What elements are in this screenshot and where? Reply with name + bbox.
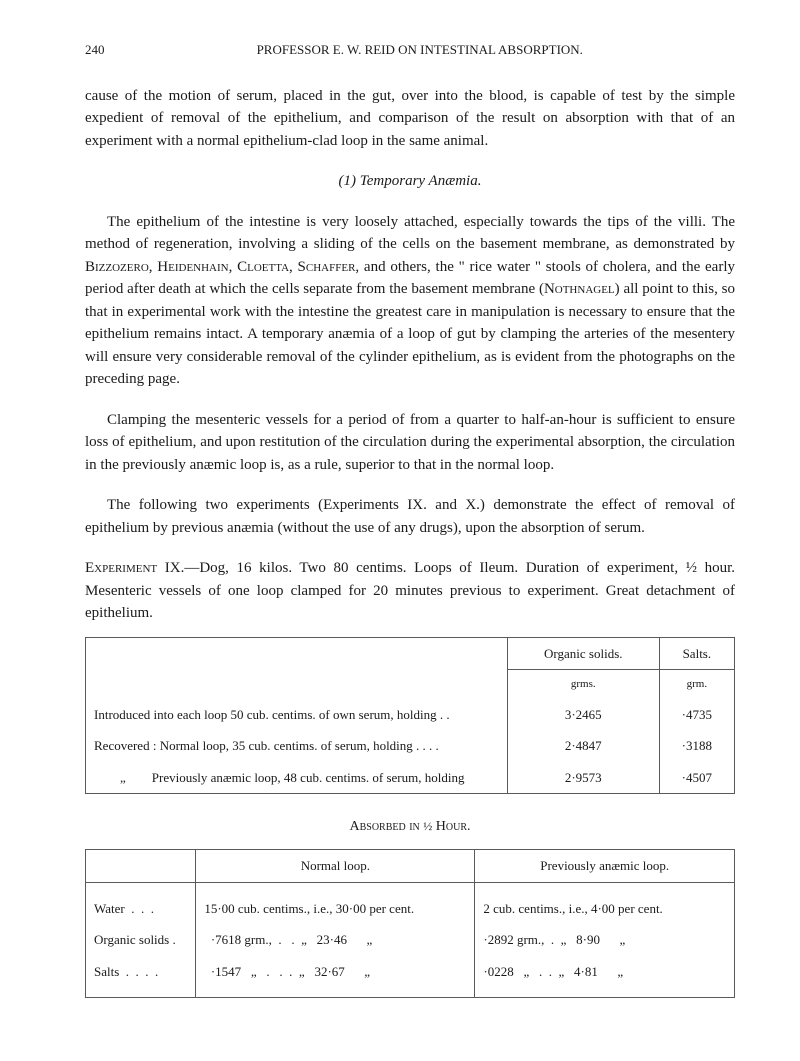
table-cell: ·2892 grm., . „ 8·90 „ [475, 924, 735, 956]
table-header-row: Normal loop. Previously anæmic loop. [86, 850, 735, 883]
table-header-empty [86, 850, 196, 883]
table-cell: 2·4847 [507, 730, 659, 762]
table-cell: 2·9573 [507, 762, 659, 794]
page-header: 240 PROFESSOR E. W. REID ON INTESTINAL A… [85, 40, 735, 60]
table-cell: ·7618 grm., . . „ 23·46 „ [196, 924, 475, 956]
table-cell: ·4735 [659, 699, 734, 731]
table-cell: 15·00 cub. centims., i.e., 30·00 per cen… [196, 882, 475, 924]
table-header: Salts. [659, 637, 734, 670]
table-row: Salts . . . . ·1547 „ . . . „ 32·67 „ ·0… [86, 956, 735, 998]
experiment-heading: Experiment IX.—Dog, 16 kilos. Two 80 cen… [85, 557, 735, 625]
fraction: ½ [423, 819, 432, 833]
table-caption: Absorbed in ½ Hour. [85, 816, 735, 837]
table-row: Introduced into each loop 50 cub. centim… [86, 699, 735, 731]
experiment-table-2: Normal loop. Previously anæmic loop. Wat… [85, 849, 735, 998]
table-cell [86, 670, 508, 699]
table-unit-row: grms. grm. [86, 670, 735, 699]
table-row: Organic solids . ·7618 grm., . . „ 23·46… [86, 924, 735, 956]
author-name: Nothnagel [544, 281, 615, 297]
section-title: (1) Temporary Anæmia. [85, 170, 735, 193]
table-header-empty [86, 637, 508, 670]
table-cell: „ Previously anæmic loop, 48 cub. centim… [86, 762, 508, 794]
body-paragraph: The following two experiments (Experimen… [85, 494, 735, 539]
table-header: Previously anæmic loop. [475, 850, 735, 883]
text-span: The epithelium of the intestine is very … [85, 214, 735, 253]
table-cell: ·0228 „ . . „ 4·81 „ [475, 956, 735, 998]
body-paragraph: The epithelium of the intestine is very … [85, 211, 735, 391]
page-number: 240 [85, 40, 105, 60]
table-row: „ Previously anæmic loop, 48 cub. centim… [86, 762, 735, 794]
author-names: Bizzozero, Heidenhain, Cloetta, Schaffer… [85, 259, 359, 275]
table-row: Water . . . 15·00 cub. centims., i.e., 3… [86, 882, 735, 924]
table-cell: ·4507 [659, 762, 734, 794]
experiment-table-1: Organic solids. Salts. grms. grm. Introd… [85, 637, 735, 795]
table-cell: ·1547 „ . . . „ 32·67 „ [196, 956, 475, 998]
caption-text: Hour. [432, 819, 470, 834]
table-cell: Water . . . [86, 882, 196, 924]
table-cell: Salts . . . . [86, 956, 196, 998]
table-cell: Recovered : Normal loop, 35 cub. centims… [86, 730, 508, 762]
caption-text: Absorbed in [349, 819, 423, 834]
table-cell: Organic solids . [86, 924, 196, 956]
table-unit: grm. [659, 670, 734, 699]
experiment-text: IX.—Dog, 16 kilos. Two 80 centims. Loops… [85, 560, 735, 621]
table-header-row: Organic solids. Salts. [86, 637, 735, 670]
table-cell: ·3188 [659, 730, 734, 762]
table-cell: 3·2465 [507, 699, 659, 731]
body-paragraph: cause of the motion of serum, placed in … [85, 85, 735, 153]
table-header: Organic solids. [507, 637, 659, 670]
table-cell: 2 cub. centims., i.e., 4·00 per cent. [475, 882, 735, 924]
table-unit: grms. [507, 670, 659, 699]
table-row: Recovered : Normal loop, 35 cub. centims… [86, 730, 735, 762]
experiment-label: Experiment [85, 560, 157, 576]
body-paragraph: Clamping the mesenteric vessels for a pe… [85, 409, 735, 477]
table-header: Normal loop. [196, 850, 475, 883]
table-cell: Introduced into each loop 50 cub. centim… [86, 699, 508, 731]
running-title: PROFESSOR E. W. REID ON INTESTINAL ABSOR… [257, 40, 583, 60]
